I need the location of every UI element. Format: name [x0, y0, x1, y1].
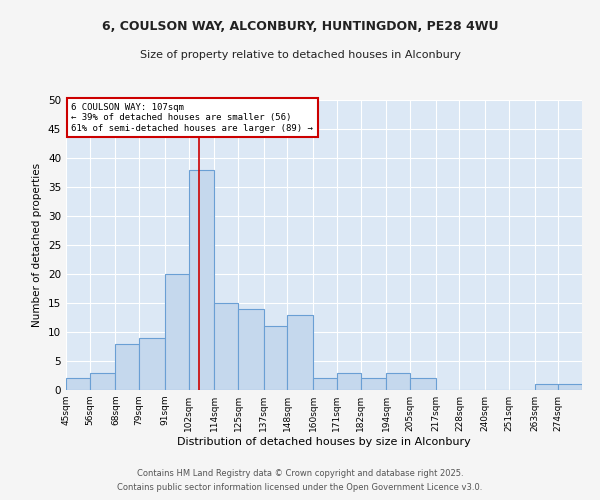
Bar — [115, 344, 139, 390]
Bar — [386, 372, 410, 390]
Bar — [337, 372, 361, 390]
Bar — [535, 384, 559, 390]
Y-axis label: Number of detached properties: Number of detached properties — [32, 163, 43, 327]
Text: Contains public sector information licensed under the Open Government Licence v3: Contains public sector information licen… — [118, 484, 482, 492]
Bar — [165, 274, 188, 390]
Bar — [361, 378, 386, 390]
Bar — [139, 338, 165, 390]
Bar — [410, 378, 436, 390]
X-axis label: Distribution of detached houses by size in Alconbury: Distribution of detached houses by size … — [177, 437, 471, 447]
Text: Size of property relative to detached houses in Alconbury: Size of property relative to detached ho… — [139, 50, 461, 60]
Bar — [188, 170, 214, 390]
Bar — [89, 372, 115, 390]
Text: Contains HM Land Registry data © Crown copyright and database right 2025.: Contains HM Land Registry data © Crown c… — [137, 468, 463, 477]
Bar — [313, 378, 337, 390]
Bar — [287, 314, 313, 390]
Text: 6 COULSON WAY: 107sqm
← 39% of detached houses are smaller (56)
61% of semi-deta: 6 COULSON WAY: 107sqm ← 39% of detached … — [71, 103, 313, 132]
Bar — [559, 384, 582, 390]
Bar — [238, 309, 264, 390]
Text: 6, COULSON WAY, ALCONBURY, HUNTINGDON, PE28 4WU: 6, COULSON WAY, ALCONBURY, HUNTINGDON, P… — [102, 20, 498, 33]
Bar — [66, 378, 89, 390]
Bar — [214, 303, 238, 390]
Bar — [264, 326, 287, 390]
